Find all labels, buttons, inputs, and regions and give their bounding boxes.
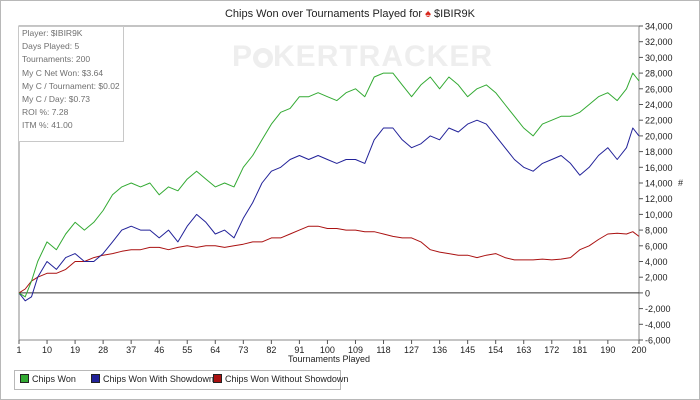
x-tick-label: 190	[600, 345, 615, 355]
x-tick-label: 127	[404, 345, 419, 355]
y-tick-label: 30,000	[645, 53, 673, 63]
y-tick-label: 16,000	[645, 163, 673, 173]
pokertracker-watermark-logo: P KERTRACKER	[232, 40, 494, 73]
x-tick-label: 200	[631, 345, 646, 355]
y-tick-label: 10,000	[645, 210, 673, 220]
y-tick-label: 18,000	[645, 147, 673, 157]
stat-roi: ROI %: 7.28	[22, 107, 69, 118]
x-tick-label: 10	[42, 345, 52, 355]
y-tick-label: 28,000	[645, 69, 673, 79]
x-tick-label: 91	[294, 345, 304, 355]
y-tick-label: 8,000	[645, 226, 668, 236]
x-tick-label: 172	[544, 345, 559, 355]
legend-label-without-showdown: Chips Won Without Showdown	[225, 374, 349, 384]
stat-per-day: My C / Day: $0.73	[22, 94, 91, 105]
stat-net-won: My C Net Won: $3.64	[22, 67, 104, 78]
x-tick-label: 163	[516, 345, 531, 355]
legend-item-without-showdown: Chips Won Without Showdown	[213, 374, 348, 384]
y-tick-label: -6,000	[645, 336, 671, 346]
y-axis-unit-label: #	[678, 178, 683, 188]
y-tick-label: 0	[645, 288, 650, 298]
legend-swatch-chips-won	[20, 374, 29, 383]
series-line-with-showdown	[18, 119, 640, 302]
stats-panel: Player: $IBIR9K Days Played: 5 Tournamen…	[18, 26, 124, 142]
y-tick-label: 6,000	[645, 241, 668, 251]
series-line-chips-won	[18, 72, 640, 298]
chart-title: Chips Won over Tournaments Played for ♠ …	[0, 8, 700, 20]
chip-icon	[253, 48, 274, 68]
y-tick-label: 12,000	[645, 194, 673, 204]
x-tick-label: 145	[460, 345, 475, 355]
y-tick-label: -2,000	[645, 304, 671, 314]
y-tick-label: 2,000	[645, 273, 668, 283]
y-tick-label: 22,000	[645, 116, 673, 126]
legend-label-chips-won: Chips Won	[32, 374, 76, 384]
y-tick-label: 32,000	[645, 37, 673, 47]
y-tick-label: 20,000	[645, 131, 673, 141]
stat-per-tournament: My C / Tournament: $0.02	[22, 80, 120, 91]
stat-player: Player: $IBIR9K	[22, 28, 83, 38]
x-tick-label: 55	[182, 345, 192, 355]
stat-days-played: Days Played: 5	[22, 41, 80, 52]
x-tick-label: 1	[16, 345, 21, 355]
legend-label-with-showdown: Chips Won With Showdown	[103, 374, 214, 384]
legend-swatch-without-showdown	[213, 374, 222, 383]
x-tick-label: 28	[98, 345, 108, 355]
x-tick-label: 19	[70, 345, 80, 355]
spade-icon: ♠	[425, 8, 431, 20]
y-tick-label: 14,000	[645, 179, 673, 189]
x-tick-label: 64	[210, 345, 220, 355]
x-tick-label: 46	[154, 345, 164, 355]
chart-title-text: Chips Won over Tournaments Played for	[224, 8, 423, 20]
y-tick-label: 26,000	[645, 84, 673, 94]
stat-tournaments: Tournaments: 200	[22, 54, 91, 65]
x-tick-label: 73	[238, 345, 248, 355]
x-tick-label: 100	[320, 345, 335, 355]
y-tick-label: 4,000	[645, 257, 668, 267]
player-name: $IBIR9K	[434, 8, 476, 20]
y-tick-label: 34,000	[645, 22, 673, 32]
x-tick-label: 154	[488, 345, 503, 355]
legend-swatch-with-showdown	[91, 374, 100, 383]
x-tick-label: 37	[126, 345, 136, 355]
x-tick-label: 181	[572, 345, 587, 355]
x-axis-title: Tournaments Played	[288, 354, 370, 364]
series-line-without-showdown	[18, 225, 640, 294]
legend-item-chips-won: Chips Won	[20, 374, 76, 384]
x-tick-label: 118	[376, 345, 390, 355]
x-tick-label: 136	[432, 345, 447, 355]
x-tick-label: 82	[266, 345, 276, 355]
y-tick-label: 24,000	[645, 100, 673, 110]
stat-itm: ITM %: 41.00	[22, 120, 73, 131]
y-tick-label: -4,000	[645, 320, 671, 330]
x-tick-label: 109	[348, 345, 363, 355]
chart-legend: Chips Won Chips Won With Showdown Chips …	[14, 370, 348, 390]
legend-item-with-showdown: Chips Won With Showdown	[91, 374, 214, 384]
